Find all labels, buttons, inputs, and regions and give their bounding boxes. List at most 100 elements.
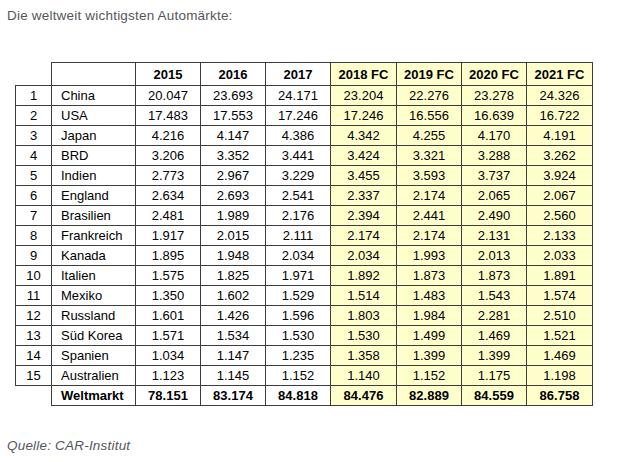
value-cell: 1.989 — [201, 206, 266, 226]
value-cell: 2.541 — [266, 186, 331, 206]
value-cell: 2.560 — [527, 206, 593, 226]
page: Die weltweit wichtigsten Automärkte: 201… — [0, 0, 619, 462]
country-cell: Frankreich — [52, 226, 136, 246]
value-cell: 1.534 — [201, 326, 266, 346]
value-cell: 1.596 — [266, 306, 331, 326]
value-cell: 4.147 — [201, 126, 266, 146]
value-cell: 1.198 — [527, 366, 593, 386]
total-value-cell: 78.151 — [136, 386, 201, 406]
rank-header-cell — [16, 63, 52, 86]
table-row: 2USA17.48317.55317.24617.24616.55616.639… — [16, 106, 593, 126]
table-row: 5Indien2.7732.9673.2293.4553.5933.7373.9… — [16, 166, 593, 186]
table-row: 4BRD3.2063.3523.4413.4243.3213.2883.262 — [16, 146, 593, 166]
value-cell: 2.510 — [527, 306, 593, 326]
value-cell: 1.358 — [331, 346, 397, 366]
value-cell: 1.530 — [266, 326, 331, 346]
table-row: 7Brasilien2.4811.9892.1762.3942.4412.490… — [16, 206, 593, 226]
value-cell: 2.111 — [266, 226, 331, 246]
value-cell: 1.873 — [397, 266, 462, 286]
table-row: 9Kanada1.8951.9482.0342.0341.9932.0132.0… — [16, 246, 593, 266]
rank-cell: 10 — [16, 266, 52, 286]
country-header-cell — [52, 63, 136, 86]
value-cell: 1.574 — [527, 286, 593, 306]
value-cell: 2.967 — [201, 166, 266, 186]
table-row: 15Australien1.1231.1451.1521.1401.1521.1… — [16, 366, 593, 386]
value-cell: 3.288 — [462, 146, 527, 166]
value-cell: 1.993 — [397, 246, 462, 266]
value-cell: 1.575 — [136, 266, 201, 286]
table-row: 13Süd Korea1.5711.5341.5301.5301.4991.46… — [16, 326, 593, 346]
value-cell: 3.737 — [462, 166, 527, 186]
country-cell: Japan — [52, 126, 136, 146]
value-cell: 2.034 — [331, 246, 397, 266]
table-row: 8Frankreich1.9172.0152.1112.1742.1742.13… — [16, 226, 593, 246]
value-cell: 23.278 — [462, 86, 527, 106]
value-cell: 1.399 — [397, 346, 462, 366]
value-cell: 16.722 — [527, 106, 593, 126]
value-cell: 1.152 — [266, 366, 331, 386]
value-cell: 23.204 — [331, 86, 397, 106]
source-note: Quelle: CAR-Institut — [7, 438, 130, 453]
value-cell: 1.892 — [331, 266, 397, 286]
total-value-cell: 84.476 — [331, 386, 397, 406]
value-cell: 2.015 — [201, 226, 266, 246]
value-cell: 17.246 — [266, 106, 331, 126]
value-cell: 1.235 — [266, 346, 331, 366]
column-header-2019-fc: 2019 FC — [397, 63, 462, 86]
value-cell: 2.693 — [201, 186, 266, 206]
country-cell: Italien — [52, 266, 136, 286]
value-cell: 3.441 — [266, 146, 331, 166]
value-cell: 3.352 — [201, 146, 266, 166]
value-cell: 1.426 — [201, 306, 266, 326]
value-cell: 2.773 — [136, 166, 201, 186]
value-cell: 1.350 — [136, 286, 201, 306]
value-cell: 2.013 — [462, 246, 527, 266]
total-value-cell: 86.758 — [527, 386, 593, 406]
value-cell: 1.521 — [527, 326, 593, 346]
country-cell: England — [52, 186, 136, 206]
value-cell: 3.206 — [136, 146, 201, 166]
value-cell: 2.131 — [462, 226, 527, 246]
value-cell: 3.262 — [527, 146, 593, 166]
value-cell: 1.123 — [136, 366, 201, 386]
rank-cell: 13 — [16, 326, 52, 346]
value-cell: 1.917 — [136, 226, 201, 246]
value-cell: 1.145 — [201, 366, 266, 386]
country-cell: Brasilien — [52, 206, 136, 226]
rank-cell: 14 — [16, 346, 52, 366]
column-header-2015: 2015 — [136, 63, 201, 86]
value-cell: 4.386 — [266, 126, 331, 146]
value-cell: 3.424 — [331, 146, 397, 166]
value-cell: 1.601 — [136, 306, 201, 326]
rank-cell: 12 — [16, 306, 52, 326]
value-cell: 1.034 — [136, 346, 201, 366]
value-cell: 1.499 — [397, 326, 462, 346]
table-row: 3Japan4.2164.1474.3864.3424.2554.1704.19… — [16, 126, 593, 146]
column-header-2016: 2016 — [201, 63, 266, 86]
rank-cell: 15 — [16, 366, 52, 386]
value-cell: 1.873 — [462, 266, 527, 286]
total-value-cell: 83.174 — [201, 386, 266, 406]
value-cell: 24.171 — [266, 86, 331, 106]
column-header-2021-fc: 2021 FC — [527, 63, 593, 86]
value-cell: 24.326 — [527, 86, 593, 106]
value-cell: 1.571 — [136, 326, 201, 346]
value-cell: 2.133 — [527, 226, 593, 246]
value-cell: 1.891 — [527, 266, 593, 286]
value-cell: 17.483 — [136, 106, 201, 126]
value-cell: 1.152 — [397, 366, 462, 386]
value-cell: 4.342 — [331, 126, 397, 146]
value-cell: 2.065 — [462, 186, 527, 206]
table-row: 6England2.6342.6932.5412.3372.1742.0652.… — [16, 186, 593, 206]
country-cell: Spanien — [52, 346, 136, 366]
table-header-row: 2015 2016 2017 2018 FC 2019 FC 2020 FC 2… — [16, 63, 593, 86]
value-cell: 16.556 — [397, 106, 462, 126]
table-row: 1China20.04723.69324.17123.20422.27623.2… — [16, 86, 593, 106]
column-header-2020-fc: 2020 FC — [462, 63, 527, 86]
value-cell: 1.984 — [397, 306, 462, 326]
value-cell: 2.034 — [266, 246, 331, 266]
value-cell: 2.441 — [397, 206, 462, 226]
value-cell: 3.593 — [397, 166, 462, 186]
country-cell: USA — [52, 106, 136, 126]
column-header-2018-fc: 2018 FC — [331, 63, 397, 86]
